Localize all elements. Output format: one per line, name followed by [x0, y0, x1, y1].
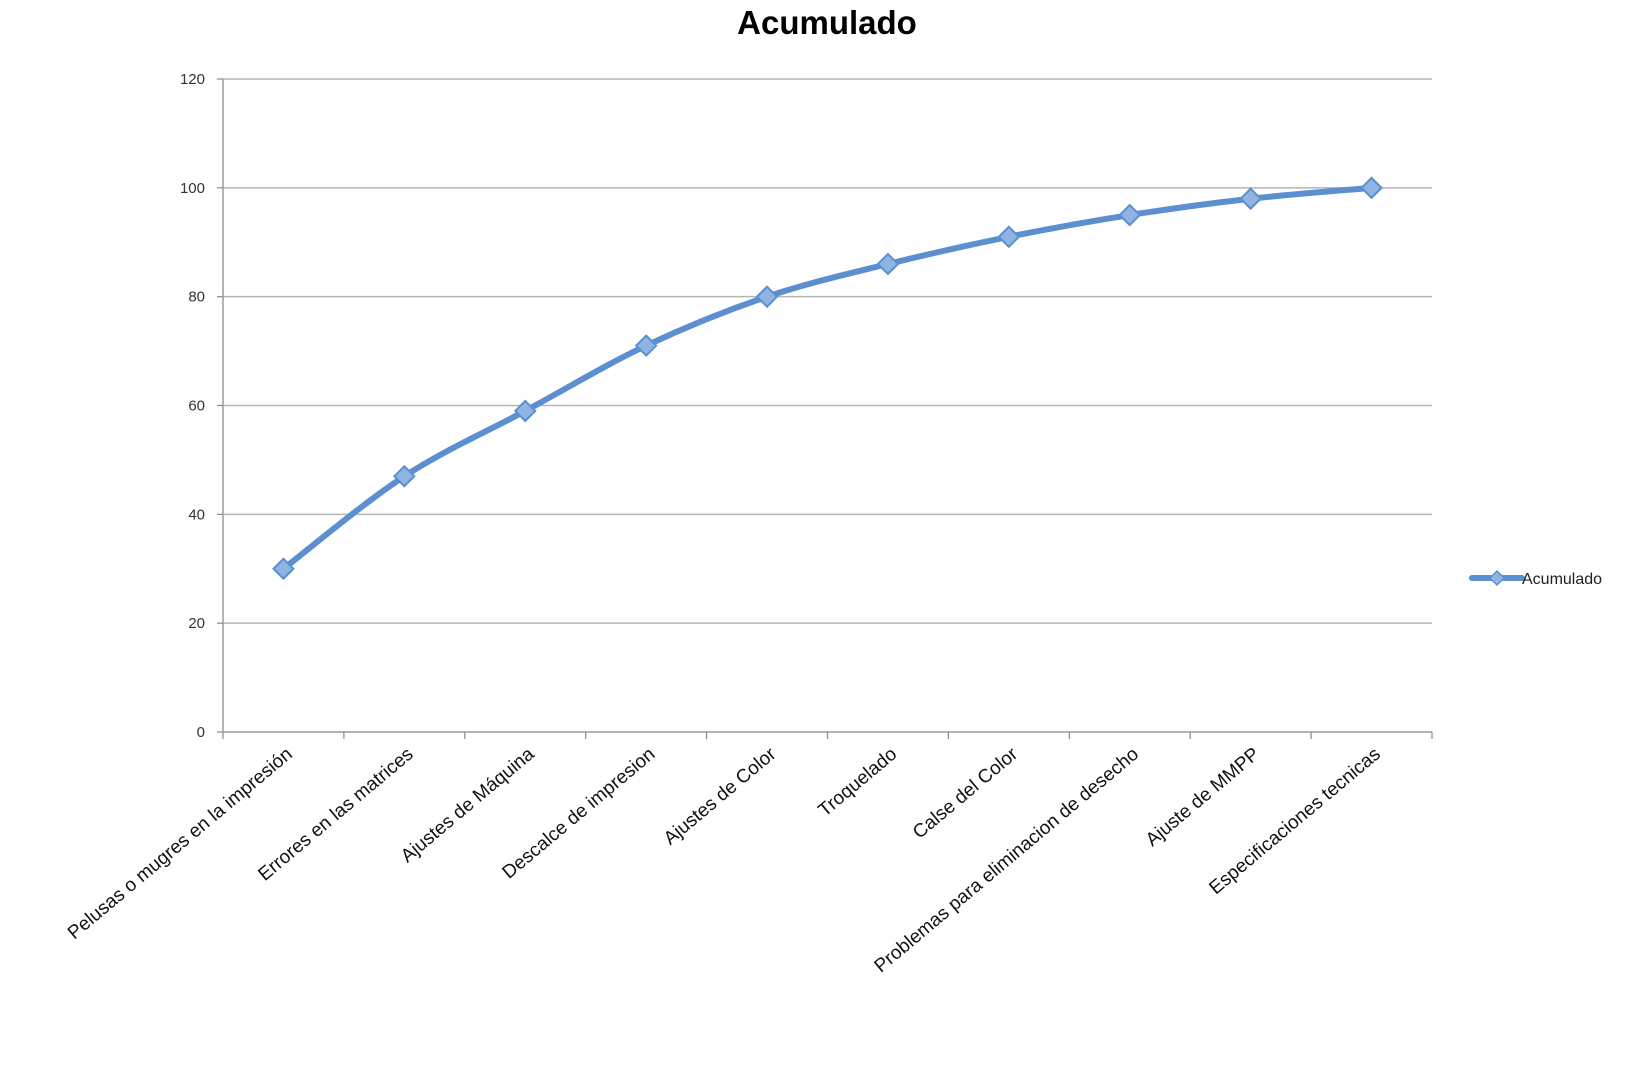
- y-tick-label: 0: [197, 724, 205, 741]
- data-point: [1239, 187, 1263, 211]
- x-tick-label: Ajustes de Máquina: [397, 743, 539, 867]
- y-tick-label: 20: [188, 615, 205, 632]
- data-point: [634, 334, 658, 358]
- chart-title: Acumulado: [737, 4, 917, 41]
- series-line: [280, 184, 1375, 572]
- data-point: [755, 285, 779, 309]
- x-tick-label: Problemas para eliminacion de desecho: [871, 744, 1143, 977]
- x-tick-labels: Pelusas o mugres en la impresiónErrores …: [64, 743, 1385, 977]
- data-point: [876, 252, 900, 276]
- y-tick-label: 120: [180, 71, 205, 88]
- y-tick-label: 60: [188, 398, 205, 415]
- legend: Acumulado: [1469, 569, 1602, 588]
- axes: [217, 78, 1433, 739]
- x-tick-label: Ajustes de Color: [660, 743, 781, 849]
- data-point: [1360, 176, 1383, 200]
- y-tick-label: 80: [188, 289, 205, 306]
- legend-marker: [1488, 569, 1506, 587]
- data-point: [1118, 203, 1142, 227]
- data-point: [513, 399, 537, 423]
- data-point: [997, 225, 1021, 249]
- y-tick-labels: 0 20 40 60 80 100 120: [180, 71, 205, 741]
- series-acumulado: [272, 176, 1383, 581]
- x-tick-label: Calse del Color: [909, 743, 1023, 843]
- x-tick-label: Troquelado: [815, 744, 902, 821]
- y-tick-label: 100: [180, 180, 205, 197]
- data-point: [392, 464, 416, 488]
- x-tick-label: Pelusas o mugres en la impresión: [64, 744, 297, 944]
- legend-label: Acumulado: [1522, 571, 1602, 588]
- data-point: [272, 557, 295, 581]
- gridlines: [223, 78, 1432, 624]
- x-tick-label: Ajuste de MMPP: [1142, 744, 1264, 851]
- y-tick-label: 40: [188, 506, 205, 523]
